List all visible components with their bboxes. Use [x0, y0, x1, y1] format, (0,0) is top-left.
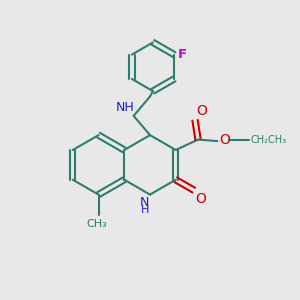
- Text: N: N: [140, 196, 149, 209]
- Text: NH: NH: [116, 101, 135, 114]
- Text: O: O: [195, 192, 206, 206]
- Text: F: F: [178, 48, 187, 61]
- Text: CH₂CH₃: CH₂CH₃: [250, 136, 287, 146]
- Text: CH₃: CH₃: [87, 219, 107, 229]
- Text: H: H: [140, 205, 149, 215]
- Text: O: O: [219, 134, 230, 148]
- Text: O: O: [196, 104, 207, 118]
